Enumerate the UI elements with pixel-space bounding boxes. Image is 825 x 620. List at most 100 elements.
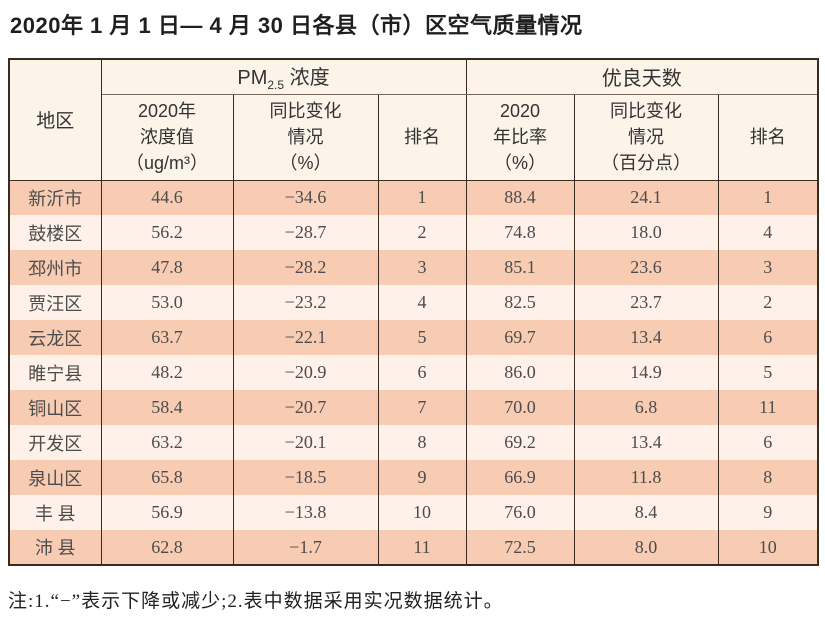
cell-rate: 76.0 [465,495,575,530]
cell-pm25-rank: 11 [377,530,467,565]
cell-rate-rank: 4 [717,215,819,250]
air-quality-table: 地区 PM2.5 浓度 优良天数 2020年 浓度值 （ug/m³） 同比变化 … [8,58,820,566]
cell-pm25: 58.4 [100,390,234,425]
cell-rate-change: 8.4 [573,495,719,530]
cell-pm25-rank: 1 [377,180,467,215]
table-row: 贾汪区 53.0 −23.2 4 82.5 23.7 2 [8,285,819,320]
cell-rate: 69.2 [465,425,575,460]
page-title: 2020年 1 月 1 日— 4 月 30 日各县（市）区空气质量情况 [10,13,583,38]
cell-rate-rank: 11 [717,390,819,425]
table-row: 泉山区 65.8 −18.5 9 66.9 11.8 8 [8,460,819,495]
cell-region: 泉山区 [8,460,102,495]
cell-pm25-change: −18.5 [232,460,379,495]
cell-rate-rank: 8 [717,460,819,495]
cell-pm25-rank: 6 [377,355,467,390]
header-region: 地区 [8,59,102,181]
table-row: 邳州市 47.8 −28.2 3 85.1 23.6 3 [8,250,819,285]
header-group-row: 地区 PM2.5 浓度 优良天数 [8,59,819,181]
cell-region: 铜山区 [8,390,102,425]
cell-region: 贾汪区 [8,285,102,320]
cell-rate: 66.9 [465,460,575,495]
cell-pm25-change: −20.7 [232,390,379,425]
table-row: 鼓楼区 56.2 −28.7 2 74.8 18.0 4 [8,215,819,250]
cell-rate: 85.1 [465,250,575,285]
table-body: 新沂市 44.6 −34.6 1 88.4 24.1 1 鼓楼区 56.2 −28.7 2 74.8 1… [8,180,819,565]
table-row: 云龙区 63.7 −22.1 5 69.7 13.4 6 [8,320,819,355]
cell-pm25: 62.8 [100,530,234,565]
table-row: 沛 县 62.8 −1.7 11 72.5 8.0 10 [8,530,819,565]
cell-rate-rank: 6 [717,320,819,355]
cell-pm25-change: −20.9 [232,355,379,390]
cell-region: 丰 县 [8,495,102,530]
cell-rate: 88.4 [465,180,575,215]
cell-region: 开发区 [8,425,102,460]
cell-pm25-change: −28.7 [232,215,379,250]
cell-pm25-rank: 8 [377,425,467,460]
cell-rate-change: 8.0 [573,530,719,565]
cell-rate-rank: 5 [717,355,819,390]
cell-rate-change: 23.7 [573,285,719,320]
cell-region: 邳州市 [8,250,102,285]
header-pm25-group: PM2.5 浓度 [100,59,467,95]
cell-rate: 82.5 [465,285,575,320]
cell-rate-change: 6.8 [573,390,719,425]
cell-rate-rank: 1 [717,180,819,215]
table-row: 睢宁县 48.2 −20.9 6 86.0 14.9 5 [8,355,819,390]
cell-pm25: 65.8 [100,460,234,495]
cell-region: 鼓楼区 [8,215,102,250]
cell-pm25-change: −13.8 [232,495,379,530]
cell-rate-rank: 3 [717,250,819,285]
pm25-subscript: 2.5 [267,78,285,93]
header-rate-change: 同比变化 情况 （百分点） [573,94,719,181]
cell-rate: 70.0 [465,390,575,425]
header-good-days-group: 优良天数 [465,59,819,95]
cell-pm25-change: −1.7 [232,530,379,565]
cell-rate-rank: 2 [717,285,819,320]
cell-pm25: 47.8 [100,250,234,285]
cell-pm25: 63.7 [100,320,234,355]
cell-pm25-rank: 9 [377,460,467,495]
cell-pm25: 53.0 [100,285,234,320]
cell-rate-change: 23.6 [573,250,719,285]
table-row: 铜山区 58.4 −20.7 7 70.0 6.8 11 [8,390,819,425]
table-header: 地区 PM2.5 浓度 优良天数 2020年 浓度值 （ug/m³） 同比变化 … [8,59,819,181]
pm25-group-suffix: 浓度 [284,67,330,90]
cell-rate: 86.0 [465,355,575,390]
cell-rate: 74.8 [465,215,575,250]
cell-pm25: 63.2 [100,425,234,460]
cell-rate-change: 18.0 [573,215,719,250]
header-rate-rank: 排名 [717,94,819,181]
cell-rate: 72.5 [465,530,575,565]
cell-pm25: 56.9 [100,495,234,530]
footnote: 注:1.“−”表示下降或减少;2.表中数据采用实况数据统计。 [8,591,504,612]
cell-region: 云龙区 [8,320,102,355]
cell-pm25: 48.2 [100,355,234,390]
table-row: 新沂市 44.6 −34.6 1 88.4 24.1 1 [8,180,819,215]
pm25-label: PM [237,67,268,90]
cell-pm25-change: −23.2 [232,285,379,320]
cell-pm25: 56.2 [100,215,234,250]
cell-rate-rank: 6 [717,425,819,460]
cell-pm25-rank: 4 [377,285,467,320]
cell-rate-change: 24.1 [573,180,719,215]
cell-pm25-rank: 10 [377,495,467,530]
cell-pm25-rank: 5 [377,320,467,355]
table-row: 开发区 63.2 −20.1 8 69.2 13.4 6 [8,425,819,460]
table-row: 丰 县 56.9 −13.8 10 76.0 8.4 9 [8,495,819,530]
cell-pm25-change: −34.6 [232,180,379,215]
cell-region: 睢宁县 [8,355,102,390]
header-pm25-rank: 排名 [377,94,467,181]
cell-pm25-rank: 7 [377,390,467,425]
header-pm25-value: 2020年 浓度值 （ug/m³） [100,94,234,181]
cell-rate-change: 11.8 [573,460,719,495]
header-pm25-change: 同比变化 情况 （%） [232,94,379,181]
cell-rate-rank: 9 [717,495,819,530]
cell-pm25: 44.6 [100,180,234,215]
cell-rate-rank: 10 [717,530,819,565]
cell-pm25-change: −22.1 [232,320,379,355]
cell-pm25-change: −20.1 [232,425,379,460]
header-sub-row: 2020年 浓度值 （ug/m³） 同比变化 情况 （%） 排名 2020 年比… [9,94,819,181]
cell-region: 新沂市 [8,180,102,215]
cell-rate: 69.7 [465,320,575,355]
